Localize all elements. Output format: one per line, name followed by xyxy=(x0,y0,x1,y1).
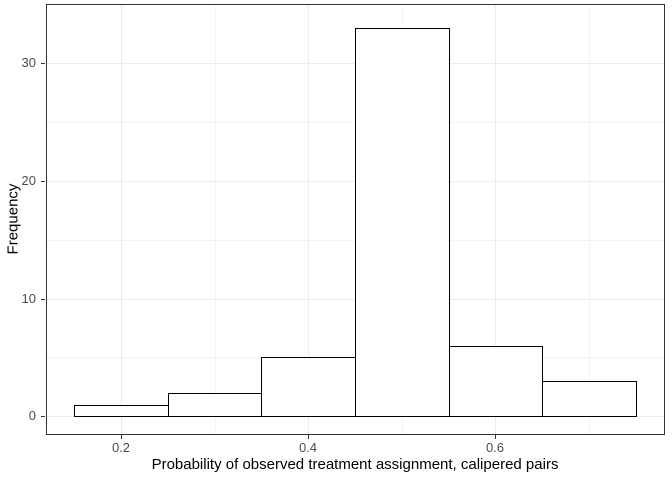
x-minor-gridline xyxy=(589,4,590,434)
x-major-gridline xyxy=(308,4,309,434)
histogram-bar xyxy=(168,393,262,417)
x-axis-title: Probability of observed treatment assign… xyxy=(151,456,559,473)
y-tick-mark xyxy=(41,181,45,182)
y-tick-label: 0 xyxy=(28,408,36,423)
y-axis-title: Frequency xyxy=(4,183,22,255)
x-tick-label: 0.6 xyxy=(485,440,505,455)
x-tick-mark xyxy=(495,435,496,439)
x-minor-gridline xyxy=(215,4,216,434)
histogram-bar xyxy=(261,357,356,417)
y-tick-mark xyxy=(41,416,45,417)
x-tick-label: 0.2 xyxy=(111,440,131,455)
x-tick-mark xyxy=(121,435,122,439)
x-tick-label: 0.4 xyxy=(298,440,318,455)
plot-panel xyxy=(46,4,664,434)
histogram-bar xyxy=(74,405,169,417)
x-major-gridline xyxy=(495,4,496,434)
histogram-bar xyxy=(542,381,637,417)
y-tick-label: 20 xyxy=(21,173,36,188)
y-tick-mark xyxy=(41,299,45,300)
y-tick-label: 30 xyxy=(21,55,36,70)
x-tick-mark xyxy=(308,435,309,439)
histogram-bar xyxy=(355,28,450,417)
y-tick-label: 10 xyxy=(21,291,36,306)
y-tick-mark xyxy=(41,63,45,64)
x-major-gridline xyxy=(121,4,122,434)
histogram-bar xyxy=(449,346,543,417)
